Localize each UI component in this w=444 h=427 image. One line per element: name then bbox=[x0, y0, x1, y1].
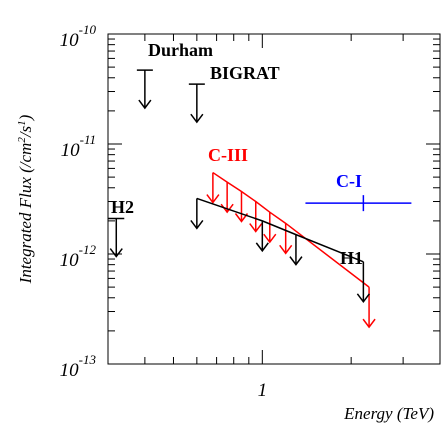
durham-arrow-head bbox=[138, 99, 152, 110]
label-bigrat: BIGRAT bbox=[210, 63, 280, 83]
c-iii-arrow-head bbox=[206, 194, 220, 204]
label-h2: H2 bbox=[111, 197, 134, 217]
series-h1: H1 bbox=[190, 197, 370, 304]
y-axis-label: Integrated Flux (/cm2/s1) bbox=[16, 114, 35, 284]
series-durham: Durham bbox=[136, 40, 213, 110]
y-tick-label: 10-11 bbox=[61, 132, 96, 161]
y-tick-label: 10-12 bbox=[60, 242, 97, 271]
y-tick-label: 10-10 bbox=[60, 22, 97, 51]
c-iii-arrow-head bbox=[263, 233, 277, 244]
c-iii-arrow-head bbox=[249, 223, 263, 233]
series-h2: H2 bbox=[108, 197, 134, 258]
c-iii-arrow-head bbox=[279, 244, 293, 255]
axis-ticks bbox=[107, 34, 441, 365]
axis-tick-labels: 10-10 10-11 10-12 10-13 1 bbox=[60, 22, 267, 401]
h1-arrow-head bbox=[356, 293, 370, 304]
label-c-iii: C-III bbox=[208, 145, 248, 165]
bigrat-arrow-head bbox=[190, 113, 204, 124]
label-h1: H1 bbox=[340, 248, 363, 268]
label-c-i: C-I bbox=[336, 171, 362, 191]
h1-arrow-head bbox=[255, 242, 269, 253]
c-iii-arrow-head bbox=[234, 213, 249, 223]
c-iii-arrow-head bbox=[362, 318, 376, 329]
h2-arrow-head bbox=[109, 248, 123, 258]
h1-arrow-head bbox=[289, 256, 303, 266]
h1-arrow-head bbox=[190, 219, 204, 230]
series-c-i: C-I bbox=[305, 171, 412, 212]
x-tick-label: 1 bbox=[258, 380, 268, 401]
plot-frame bbox=[107, 33, 441, 365]
x-axis-label: Energy (TeV) bbox=[343, 404, 434, 423]
y-tick-label: 10-13 bbox=[60, 352, 97, 381]
h1-curve bbox=[196, 197, 364, 263]
label-durham: Durham bbox=[148, 40, 213, 60]
series-bigrat: BIGRAT bbox=[188, 63, 280, 124]
series-layer: Durham BIGRAT H2 C-III H1 C-I bbox=[108, 40, 412, 329]
